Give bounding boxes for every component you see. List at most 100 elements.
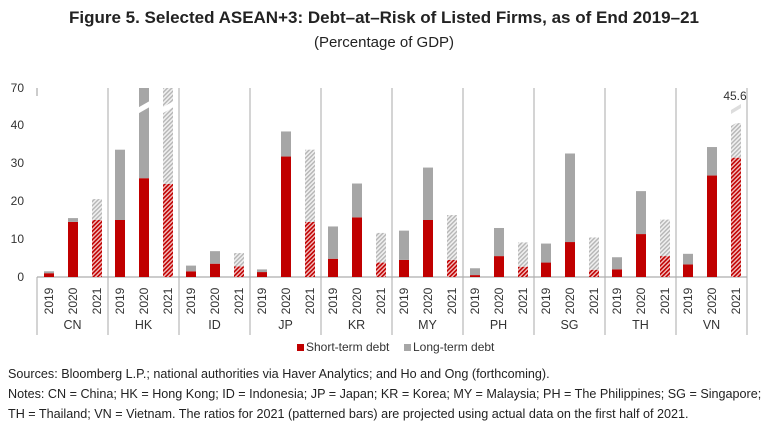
- bar-short-term-PH-2021: [518, 266, 528, 277]
- bar-long-term-PH-2020: [494, 227, 504, 257]
- legend-swatch-short-term: [297, 344, 304, 351]
- x-tick-year: 2021: [445, 287, 459, 314]
- bar-short-term-HK-2021: [163, 183, 173, 277]
- bar-short-term-ID-2020: [210, 263, 220, 277]
- bar-long-term-KR-2020: [352, 183, 362, 218]
- bar-short-term-ID-2021: [234, 266, 244, 277]
- x-tick-year: 2019: [681, 287, 695, 314]
- x-tick-year: 2020: [705, 287, 719, 314]
- bar-long-term-SG-2019: [541, 243, 551, 263]
- bar-long-term-KR-2019: [328, 226, 338, 259]
- bar-short-term-ID-2019: [186, 271, 196, 277]
- bar-short-term-SG-2020: [565, 242, 575, 277]
- axis-break-mark: [161, 100, 175, 115]
- x-tick-year: 2021: [232, 287, 246, 314]
- y-tick-label: 10: [11, 232, 25, 246]
- bar-long-term-CN-2019: [44, 271, 54, 274]
- x-tick-year: 2019: [539, 287, 553, 314]
- bar-long-term-ID-2020: [210, 251, 220, 264]
- legend-swatch-long-term: [404, 344, 411, 351]
- bar-short-term-JP-2021: [305, 221, 315, 277]
- x-group-label: ID: [208, 318, 221, 332]
- bar-long-term-VN-2019: [683, 253, 693, 265]
- x-group-label: CN: [63, 318, 81, 332]
- y-tick-label: 70: [11, 81, 25, 95]
- bar-long-term-TH-2019: [612, 257, 622, 270]
- x-tick-year: 2021: [729, 287, 743, 314]
- y-axis-break-mark: [30, 94, 44, 108]
- bar-short-term-PH-2020: [494, 256, 504, 277]
- x-group-label: SG: [560, 318, 578, 332]
- bar-short-term-KR-2020: [352, 217, 362, 277]
- x-tick-year: 2020: [421, 287, 435, 314]
- bar-short-term-MY-2019: [399, 259, 409, 277]
- bar-short-term-MY-2021: [447, 259, 457, 277]
- bar-short-term-TH-2019: [612, 269, 622, 277]
- x-tick-year: 2020: [208, 287, 222, 314]
- bar-long-term-TH-2021: [660, 219, 670, 257]
- axis-break-mark: [137, 100, 151, 115]
- bar-short-term-TH-2021: [660, 256, 670, 277]
- bar-short-term-SG-2019: [541, 262, 551, 277]
- legend-label-long-term: Long-term debt: [413, 340, 495, 354]
- bar-long-term-MY-2020: [423, 167, 433, 220]
- bar-short-term-HK-2019: [115, 220, 125, 277]
- bar-long-term-PH-2019: [470, 268, 480, 276]
- legend-label-short-term: Short-term debt: [306, 340, 390, 354]
- x-tick-year: 2020: [634, 287, 648, 314]
- x-group-label: MY: [418, 318, 437, 332]
- x-group-label: TH: [632, 318, 649, 332]
- annotation-break-tip: [731, 104, 741, 114]
- axis-break-mark: [729, 113, 743, 128]
- x-tick-year: 2020: [137, 287, 151, 314]
- bar-long-term-HK-2019: [115, 149, 125, 220]
- x-tick-year: 2021: [587, 287, 601, 314]
- x-tick-year: 2019: [113, 287, 127, 314]
- bar-short-term-VN-2020: [707, 175, 717, 277]
- x-tick-year: 2020: [350, 287, 364, 314]
- x-tick-year: 2019: [397, 287, 411, 314]
- stacked-bar-chart: 0 10 20 30 40 70 2019 2020 2021 CN 2019 2020 2021 HK 2…: [11, 81, 748, 354]
- chart-title: Figure 5. Selected ASEAN+3: Debt–at–Risk…: [68, 8, 699, 27]
- y-tick-label: 20: [11, 194, 25, 208]
- bar-short-term-VN-2021: [731, 157, 741, 277]
- bar-short-term-CN-2019: [44, 273, 54, 277]
- bar-short-term-PH-2019: [470, 275, 480, 277]
- bar-long-term-JP-2021: [305, 149, 315, 222]
- x-tick-year: 2020: [279, 287, 293, 314]
- bar-short-term-SG-2021: [589, 269, 599, 277]
- x-tick-year: 2019: [610, 287, 624, 314]
- bar-short-term-HK-2020: [139, 178, 149, 277]
- x-group-label: JP: [278, 318, 293, 332]
- bar-long-term-PH-2021: [518, 242, 528, 267]
- bar-long-term-JP-2020: [281, 131, 291, 157]
- x-tick-year: 2021: [303, 287, 317, 314]
- notes-text: Notes: CN = China; HK = Hong Kong; ID = …: [8, 387, 762, 421]
- bar-long-term-VN-2020: [707, 147, 717, 176]
- bar-short-term-CN-2020: [68, 221, 78, 277]
- x-tick-year: 2019: [326, 287, 340, 314]
- bar-short-term-TH-2020: [636, 234, 646, 277]
- x-group-label: HK: [135, 318, 153, 332]
- x-tick-year: 2021: [161, 287, 175, 314]
- bar-short-term-KR-2019: [328, 258, 338, 277]
- bar-long-term-MY-2021: [447, 215, 457, 260]
- bar-short-term-JP-2020: [281, 156, 291, 277]
- bar-short-term-JP-2019: [257, 272, 267, 277]
- bar-short-term-CN-2021: [92, 220, 102, 277]
- x-tick-year: 2021: [516, 287, 530, 314]
- x-tick-year: 2019: [42, 287, 56, 314]
- x-tick-year: 2021: [374, 287, 388, 314]
- bar-long-term-MY-2019: [399, 230, 409, 260]
- bar-long-term-ID-2021: [234, 253, 244, 267]
- y-tick-label: 40: [11, 118, 25, 132]
- x-tick-year: 2021: [90, 287, 104, 314]
- y-tick-label: 0: [17, 270, 24, 284]
- bar-long-term-ID-2019: [186, 265, 196, 272]
- bar-long-term-CN-2020: [68, 218, 78, 222]
- x-group-label: VN: [703, 318, 720, 332]
- chart-notes: Sources: Bloomberg L.P.; national author…: [8, 364, 763, 424]
- x-tick-year: 2019: [255, 287, 269, 314]
- bar-long-term-CN-2021: [92, 199, 102, 220]
- bar-long-term-SG-2021: [589, 237, 599, 270]
